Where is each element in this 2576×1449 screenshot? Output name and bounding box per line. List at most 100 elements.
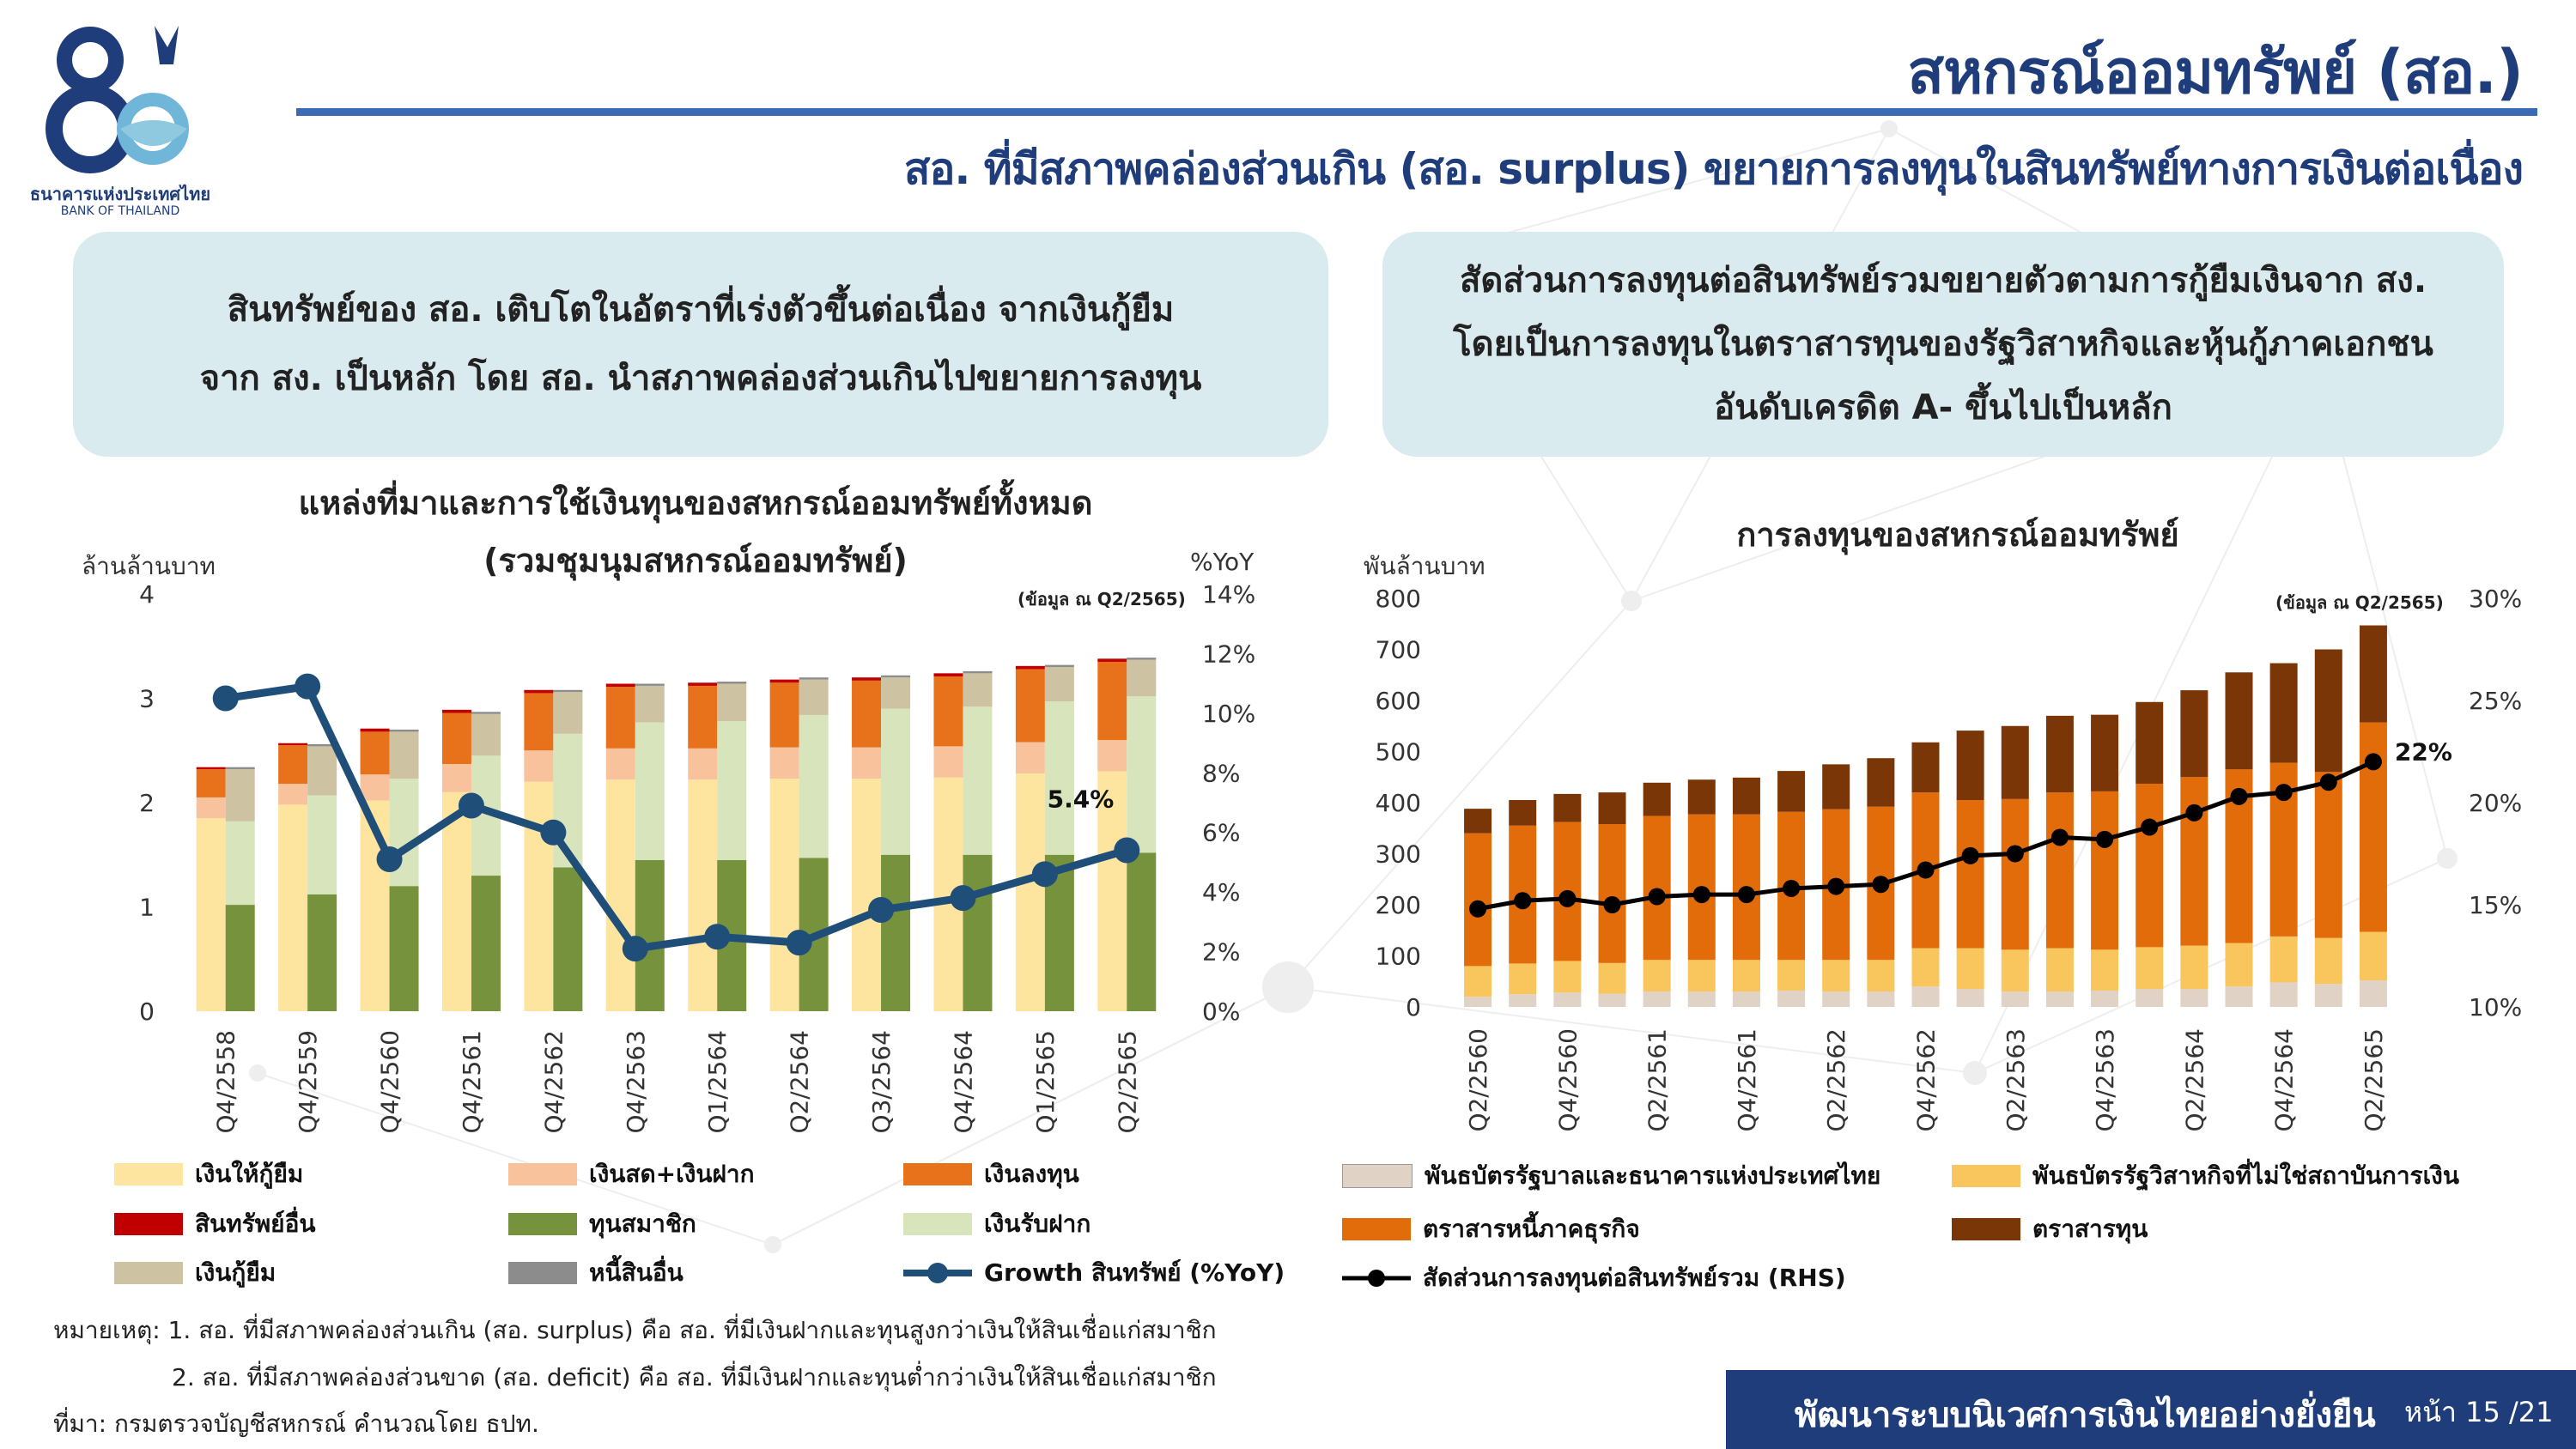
legend-label: เงินกู้ยืม bbox=[195, 1258, 276, 1287]
bar-uses-segment bbox=[852, 677, 882, 681]
bar-segment bbox=[1822, 960, 1850, 992]
y-tick-label: 500 bbox=[1376, 738, 1421, 767]
bar-segment bbox=[2180, 945, 2208, 990]
bar-segment bbox=[2091, 791, 2119, 950]
bar-uses-segment bbox=[769, 779, 799, 1011]
bar-segment bbox=[1464, 997, 1492, 1007]
chart-left-y2label: %YoY bbox=[1190, 548, 1255, 576]
bar-sources-segment bbox=[307, 743, 337, 747]
ratio-point bbox=[2096, 830, 2114, 848]
legend-line-marker bbox=[1342, 1270, 1411, 1287]
y2-tick-label: 0% bbox=[1202, 997, 1240, 1026]
bar-uses-segment bbox=[278, 784, 308, 805]
legend-left-growth-line: Growth สินทรัพย์ (%YoY) bbox=[903, 1254, 1285, 1292]
summary-right-line-2: โดยเป็นการลงทุนในตราสารทุนของรัฐวิสาหกิจ… bbox=[1453, 324, 2433, 364]
legend-label: สัดส่วนการลงทุนต่อสินทรัพย์รวม (RHS) bbox=[1423, 1264, 1846, 1292]
bar-uses-segment bbox=[524, 750, 554, 782]
y-tick-label: 4 bbox=[139, 580, 155, 609]
growth-point bbox=[622, 936, 648, 962]
legend-left-deposits: เงินรับฝาก bbox=[903, 1205, 1091, 1243]
bar-segment bbox=[2136, 701, 2164, 784]
bar-sources-segment bbox=[881, 675, 911, 678]
legend-swatch bbox=[1342, 1218, 1411, 1240]
legend-right-corp-debt: ตราสารหนี้ภาคธุรกิจ bbox=[1342, 1210, 1640, 1248]
bar-sources-segment bbox=[881, 677, 911, 709]
x-tick-label: Q1/2564 bbox=[703, 1030, 732, 1133]
chart-right-ylabel: พันล้านบาท bbox=[1364, 552, 1485, 580]
bar-uses-segment bbox=[605, 687, 635, 749]
x-tick-label: Q4/2561 bbox=[458, 1030, 486, 1133]
y-tick-label: 3 bbox=[139, 685, 155, 713]
legend-right-gov-bonds: พันธบัตรรัฐบาลและธนาคารแห่งประเทศไทย bbox=[1342, 1157, 1880, 1195]
bar-segment bbox=[1777, 960, 1806, 991]
legend-label: เงินให้กู้ยืม bbox=[195, 1160, 304, 1188]
bar-segment bbox=[1509, 800, 1537, 826]
bar-uses-segment bbox=[524, 781, 554, 1011]
bar-uses-segment bbox=[688, 685, 718, 749]
logo-80-emblem bbox=[46, 26, 189, 173]
bar-segment bbox=[1464, 809, 1492, 834]
bar-segment bbox=[2359, 931, 2387, 981]
y2-tick-label: 20% bbox=[2469, 789, 2522, 817]
bar-segment bbox=[2001, 725, 2029, 799]
bar-sources-segment bbox=[635, 683, 665, 686]
bar-uses-segment bbox=[196, 797, 226, 819]
legend-label: Growth สินทรัพย์ (%YoY) bbox=[984, 1258, 1285, 1287]
legend-right-soe-bonds: พันธบัตรรัฐวิสาหกิจที่ไม่ใช่สถาบันการเงิ… bbox=[1952, 1157, 2459, 1195]
growth-point bbox=[704, 924, 731, 950]
bar-segment bbox=[1643, 960, 1671, 992]
page-title: สหกรณ์ออมทรัพย์ (สอ.) bbox=[1907, 37, 2524, 107]
bar-sources-segment bbox=[799, 714, 829, 858]
bar-segment bbox=[2045, 948, 2074, 992]
bar-segment bbox=[1509, 994, 1537, 1007]
bar-sources-segment bbox=[225, 769, 255, 822]
legend-label: พันธบัตรรัฐวิสาหกิจที่ไม่ใช่สถาบันการเงิ… bbox=[2032, 1161, 2459, 1190]
x-tick-label: Q4/2558 bbox=[212, 1030, 240, 1133]
bar-uses-segment bbox=[196, 769, 226, 797]
ratio-point bbox=[2050, 828, 2069, 846]
legend-line-marker bbox=[903, 1263, 972, 1283]
bar-uses-segment bbox=[852, 747, 882, 779]
bar-segment bbox=[1598, 993, 1626, 1007]
bar-segment bbox=[2225, 943, 2253, 987]
bar-uses-segment bbox=[441, 712, 471, 765]
bar-segment bbox=[2045, 715, 2074, 793]
source-note: ที่มา: กรมตรวจบัญชีสหกรณ์ คำนวณโดย ธปท. bbox=[53, 1410, 539, 1438]
y-tick-label: 2 bbox=[139, 789, 155, 817]
bar-sources-segment bbox=[225, 767, 255, 770]
y2-tick-label: 30% bbox=[2469, 585, 2522, 613]
x-tick-label: Q4/2560 bbox=[376, 1030, 404, 1133]
legend-swatch bbox=[903, 1163, 972, 1185]
bar-segment bbox=[1553, 961, 1582, 993]
y-tick-label: 0 bbox=[139, 997, 155, 1026]
legend-label: เงินลงทุน bbox=[984, 1160, 1079, 1188]
bar-segment bbox=[1911, 986, 1940, 1007]
bar-sources-segment bbox=[799, 677, 829, 680]
bar-sources-segment bbox=[471, 712, 501, 714]
bar-segment bbox=[2091, 990, 2119, 1007]
ratio-point bbox=[1514, 892, 1532, 910]
y2-tick-label: 15% bbox=[2469, 891, 2522, 919]
bar-sources-segment bbox=[635, 685, 665, 723]
legend-swatch bbox=[114, 1163, 183, 1185]
y-tick-label: 600 bbox=[1376, 687, 1421, 715]
x-tick-label: Q4/2563 bbox=[622, 1030, 650, 1133]
legend-label: สินทรัพย์อื่น bbox=[195, 1210, 316, 1238]
bar-uses-segment bbox=[769, 682, 799, 748]
bar-sources-segment bbox=[225, 905, 255, 1011]
bar-sources-segment bbox=[963, 706, 993, 855]
summary-right-line-1: สัดส่วนการลงทุนต่อสินทรัพย์รวมขยายตัวตาม… bbox=[1459, 261, 2427, 300]
growth-point bbox=[212, 685, 239, 712]
legend-label: ตราสารทุน bbox=[2032, 1215, 2148, 1243]
bar-segment bbox=[1598, 792, 1626, 824]
summary-right-line-3: อันดับเครดิต A- ขึ้นไปเป็นหลัก bbox=[1714, 388, 2172, 427]
bar-uses-segment bbox=[360, 731, 390, 775]
bar-uses-segment bbox=[1015, 742, 1045, 773]
legend-swatch bbox=[1342, 1164, 1413, 1188]
legend-label: ทุนสมาชิก bbox=[589, 1210, 696, 1238]
bar-uses-segment bbox=[605, 748, 635, 780]
y-tick-label: 400 bbox=[1376, 789, 1421, 817]
growth-point bbox=[786, 930, 812, 956]
y-tick-label: 1 bbox=[139, 894, 155, 922]
bar-sources-segment bbox=[717, 683, 747, 722]
